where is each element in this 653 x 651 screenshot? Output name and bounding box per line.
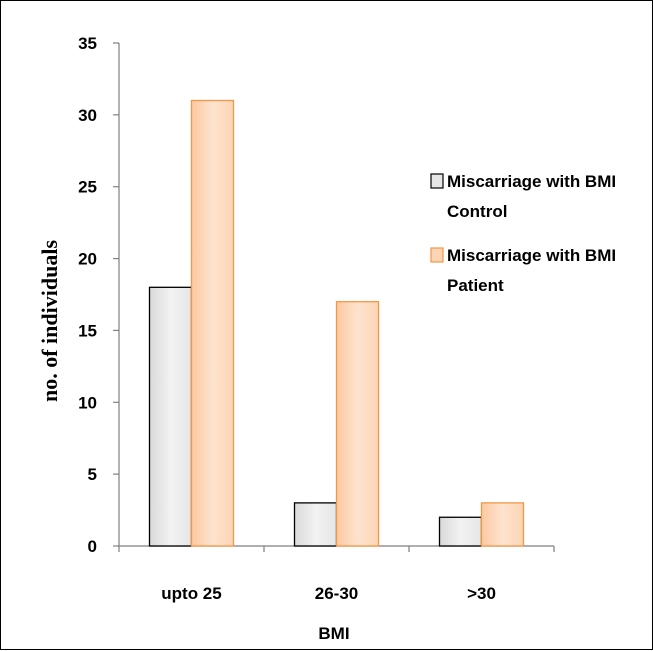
y-tick-label: 20 [78, 250, 97, 269]
y-axis-title: no. of individuals [37, 240, 62, 402]
y-tick-label: 10 [78, 393, 97, 412]
legend-label-control: Control [447, 202, 507, 221]
y-tick-label: 0 [88, 537, 97, 556]
legend-label-control: Miscarriage with BMI [447, 172, 616, 191]
y-tick-label: 25 [78, 178, 97, 197]
y-tick-labels: 0 5 10 15 20 25 30 35 [78, 34, 97, 556]
bar-patient-1 [190, 99, 235, 547]
legend-label-patient: Patient [447, 276, 504, 295]
bar-patient-2 [335, 301, 380, 547]
bar-control-1 [148, 286, 193, 547]
x-category-label: upto 25 [161, 584, 221, 603]
legend-swatch-patient [430, 247, 444, 263]
bars [148, 99, 525, 547]
legend: Miscarriage with BMI Control Miscarriage w… [430, 172, 616, 295]
bar-control-3 [438, 516, 483, 547]
legend-swatch-control [430, 173, 444, 189]
legend-label-patient: Miscarriage with BMI [447, 246, 616, 265]
x-category-labels: upto 25 26-30 >30 [161, 584, 496, 603]
bar-control-2 [293, 502, 338, 547]
x-category-label: >30 [467, 584, 496, 603]
y-tick-label: 5 [88, 465, 97, 484]
y-tick-label: 15 [78, 321, 97, 340]
y-tick-label: 35 [78, 34, 97, 53]
x-axis-title: BMI [318, 624, 349, 643]
bar-patient-3 [480, 502, 525, 547]
x-category-label: 26-30 [315, 584, 358, 603]
y-tick-label: 30 [78, 106, 97, 125]
